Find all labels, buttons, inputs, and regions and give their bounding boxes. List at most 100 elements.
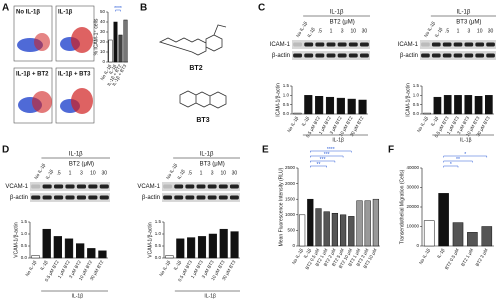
bar: [325, 96, 335, 115]
blot-band: [304, 53, 314, 58]
flow-cloud: [71, 27, 93, 53]
blot-band: [315, 42, 325, 47]
panel-letter: B: [140, 3, 147, 14]
x-axis-label: IL-1β: [332, 137, 344, 143]
sig-label: *: [464, 152, 466, 158]
bar: [423, 112, 431, 115]
y-tick-label: 40000: [406, 165, 419, 170]
blot-drug: BT2 (μM): [330, 20, 355, 26]
y-axis-label: ICAM-1/β-actin: [405, 83, 411, 117]
x-tick-label: No IL-1β: [24, 259, 37, 277]
blot-band: [315, 53, 325, 58]
x-tick-label: BT2 3 μM: [475, 247, 489, 267]
y-tick-label: 1.5: [21, 219, 28, 224]
x-tick-label: IL-1β: [301, 115, 311, 127]
blot-treatment: IL-1β: [200, 152, 214, 158]
blot-band: [304, 42, 314, 47]
blot-band: [421, 42, 430, 47]
blot-band: [229, 184, 239, 189]
sig-bracket: [310, 160, 336, 163]
blot-band: [293, 42, 303, 47]
bar: [304, 95, 313, 115]
dose-label: 1: [200, 170, 203, 176]
y-tick-label: 0.5: [413, 102, 420, 107]
dose-label: .5: [188, 170, 192, 176]
blot-band: [185, 195, 195, 200]
y-tick-label: 2500: [285, 165, 296, 170]
sig-label: **: [317, 162, 321, 168]
y-tick-label: 30: [100, 29, 106, 34]
y-axis-label: VCAM-1/β-actin: [147, 222, 153, 258]
bar: [208, 233, 217, 259]
sig-bracket: [443, 165, 459, 168]
x-tick-label: No IL-1β: [418, 247, 431, 265]
y-tick-label: 0.0: [283, 111, 290, 116]
x-tick-label: IL-1β: [108, 63, 118, 75]
blot-band: [163, 195, 173, 200]
protein-label: ICAM-1: [398, 42, 419, 48]
bt3-structure: [179, 90, 227, 109]
y-tick-label: 1.0: [21, 231, 28, 236]
y-tick-label: 1000: [285, 212, 296, 217]
y-axis-label: Transendothelial Migration (Cells): [399, 169, 405, 244]
blot-band: [54, 195, 64, 200]
sig-label: **: [456, 157, 460, 163]
bar: [348, 216, 355, 247]
blot-band: [185, 184, 195, 189]
bar: [323, 211, 330, 247]
bar: [356, 200, 363, 247]
sig-label: ****: [327, 147, 335, 153]
y-tick-label: 1.5: [155, 219, 162, 224]
y-tick-label: 0: [416, 243, 419, 248]
blot-treatment: IL-1β: [69, 152, 83, 158]
sig-bracket: [115, 9, 121, 12]
bar: [42, 228, 51, 259]
sig-label: ***: [324, 152, 330, 158]
blot-band: [359, 42, 369, 47]
blot-band: [42, 195, 52, 200]
blot-band: [76, 184, 86, 189]
bar: [331, 212, 339, 247]
bar: [176, 238, 185, 259]
x-tick-label: BT2 0.5 μM: [444, 247, 460, 270]
sig-bracket: [443, 155, 488, 158]
blot-band: [65, 195, 75, 200]
blot-band: [431, 53, 441, 58]
bar: [315, 96, 324, 115]
flow-cloud: [71, 88, 93, 114]
bar: [347, 98, 356, 115]
sig-bracket: [443, 160, 473, 163]
x-axis-label: IL-1β: [460, 137, 472, 143]
dose-label: .5: [56, 170, 60, 176]
blot-band: [359, 53, 369, 58]
x-tick-label: IL-1β: [430, 115, 440, 127]
blot-band: [207, 184, 217, 189]
flow-cloud: [32, 91, 52, 113]
bar: [481, 226, 493, 247]
bar: [123, 19, 128, 63]
bar: [372, 198, 380, 247]
y-tick-label: 30000: [406, 185, 419, 190]
y-tick-label: 1.5: [413, 83, 420, 88]
x-axis-label: IL-1β: [72, 293, 84, 299]
structures: [158, 24, 227, 109]
bar: [452, 222, 464, 247]
y-tick-label: 10: [100, 49, 106, 54]
blot-band: [163, 184, 173, 189]
bar: [197, 236, 207, 259]
blot-band: [421, 53, 430, 58]
protein-label: β-actin: [142, 195, 160, 201]
flow-cloud: [34, 33, 50, 51]
flow-label: IL-1β + BT3: [58, 72, 91, 78]
blot-band: [486, 53, 495, 58]
panel-letter: D: [2, 145, 9, 156]
blot-band: [65, 184, 75, 189]
bar: [438, 193, 449, 247]
blot-band: [475, 42, 485, 47]
y-axis-label: ICAM-1/β-actin: [275, 83, 281, 117]
y-tick-label: 0.5: [21, 243, 28, 248]
dose-label: .5: [318, 28, 322, 34]
blot-band: [99, 195, 109, 200]
bar: [230, 231, 239, 259]
sig-bracket: [310, 155, 344, 158]
